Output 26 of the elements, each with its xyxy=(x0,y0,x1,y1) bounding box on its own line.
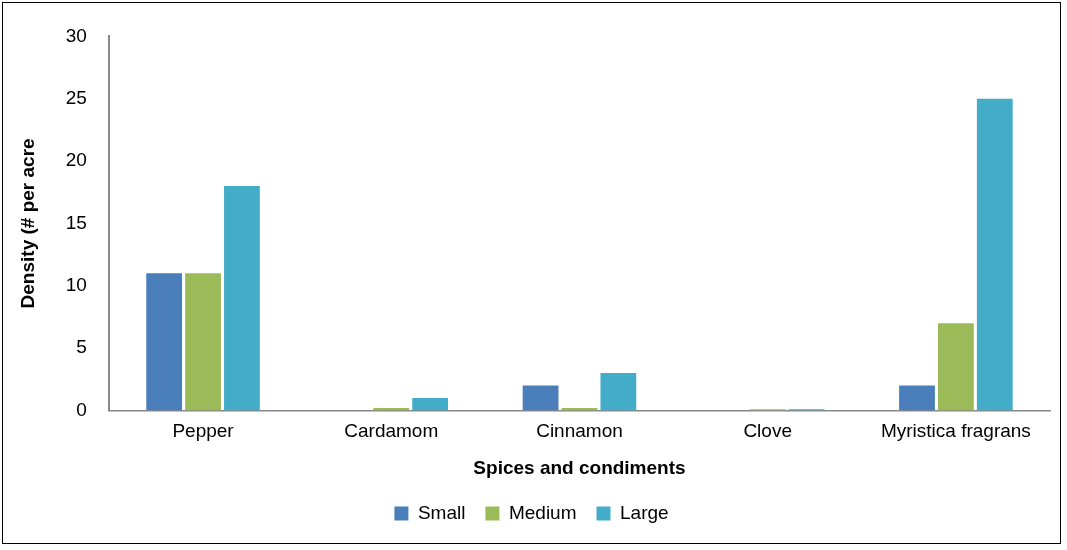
bar xyxy=(224,186,260,411)
y-tick-label: 15 xyxy=(65,211,87,233)
x-tick-label: Pepper xyxy=(172,420,235,442)
bar xyxy=(185,273,221,411)
legend-label: Medium xyxy=(508,501,577,523)
y-tick-label: 20 xyxy=(65,149,87,171)
x-tick-label: Cardamom xyxy=(344,420,439,442)
y-tick-label: 25 xyxy=(65,86,87,108)
bar xyxy=(522,385,559,411)
bar xyxy=(899,385,935,411)
bar xyxy=(976,98,1013,411)
y-tick-label: 30 xyxy=(65,24,87,46)
legend-label: Large xyxy=(620,501,669,523)
legend-label: Small xyxy=(417,501,466,523)
x-tick-label: Clove xyxy=(743,420,792,442)
bar xyxy=(146,273,183,411)
y-tick-label: 0 xyxy=(76,398,87,420)
y-tick-label: 10 xyxy=(65,273,87,295)
x-tick-label: Cinnamon xyxy=(536,420,623,442)
bar xyxy=(938,323,974,411)
bar xyxy=(412,397,449,411)
x-tick-label: Myristica fragrans xyxy=(880,420,1031,442)
y-tick-label: 5 xyxy=(76,336,87,358)
y-axis-title: Density (# per acre xyxy=(16,138,38,309)
bar xyxy=(600,373,637,411)
x-axis-title: Spices and condiments xyxy=(473,456,686,478)
